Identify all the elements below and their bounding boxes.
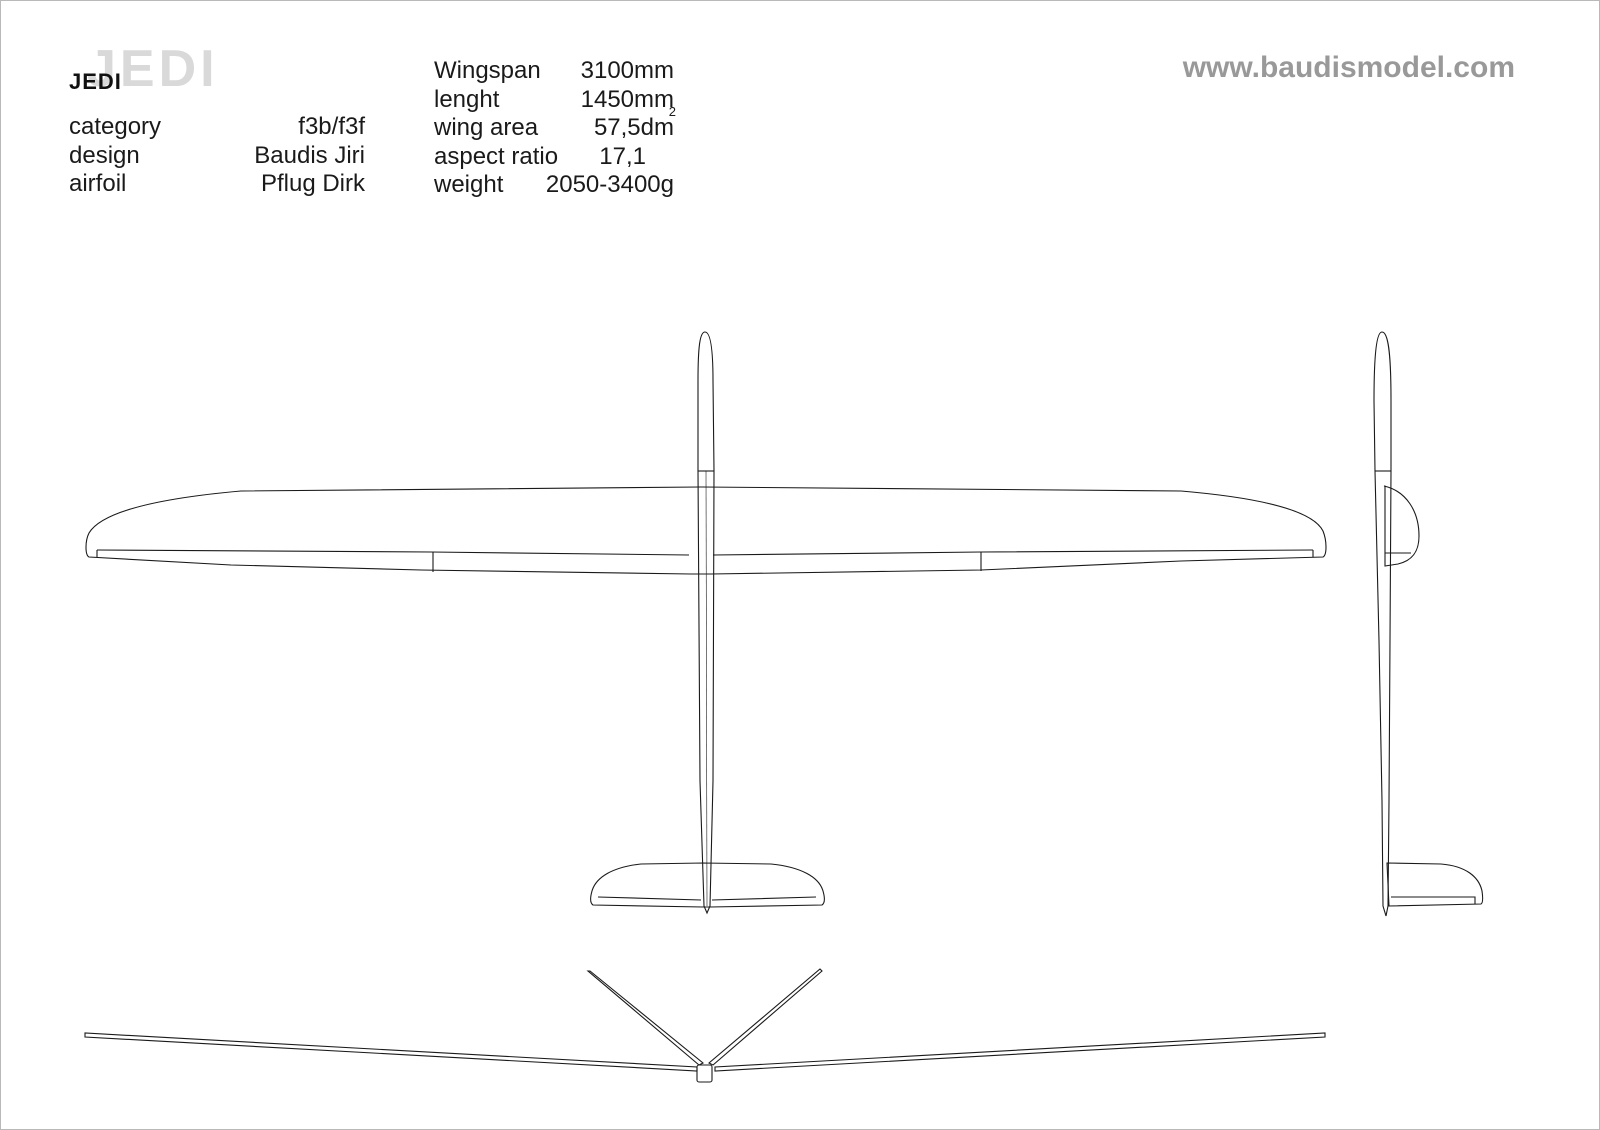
spec-value: 2050-3400g [545, 171, 674, 198]
fuselage-outline [697, 331, 715, 915]
spec-label: Wingspan [434, 57, 541, 84]
spec-row-length: lenght 1450mm [434, 86, 674, 115]
top-view [85, 331, 1327, 915]
model-name: JEDI [69, 69, 122, 94]
spec-label: wing area [434, 114, 539, 141]
spec-table-left: category f3b/f3f design Baudis Jiri airf… [69, 113, 365, 199]
spec-row-aspect-ratio: aspect ratio 17,1 [434, 143, 674, 172]
spec-label: airfoil [69, 170, 127, 197]
fuselage-centerline [705, 470, 708, 907]
spec-row-design: design Baudis Jiri [69, 142, 365, 171]
side-stabilizer-outline [1386, 862, 1484, 907]
logo-watermark: JEDI [87, 40, 219, 98]
spec-row-airfoil: airfoil Pflug Dirk [69, 170, 365, 199]
spec-value: f3b/f3f [298, 113, 365, 140]
spec-label: weight [434, 171, 504, 198]
spec-row-category: category f3b/f3f [69, 113, 365, 142]
spec-value: 57,5dm [593, 114, 674, 141]
front-fuselage [696, 1064, 713, 1083]
spec-value: 17,1 [599, 142, 646, 170]
spec-value: 3100mm [580, 57, 674, 84]
front-view [84, 968, 1326, 1083]
elevator-hinge-line [597, 896, 817, 901]
side-elevator-line [1391, 896, 1476, 904]
spec-label: category [69, 113, 162, 140]
spec-label: lenght [434, 85, 500, 113]
spec-label: aspect ratio [434, 142, 559, 170]
front-vtail-right [708, 968, 823, 1066]
spec-table-right: Wingspan 3100mm lenght 1450mm wing area … [434, 57, 676, 200]
side-fuselage-outline [1373, 331, 1392, 917]
spec-value: 1450mm [580, 85, 674, 113]
website-link[interactable]: www.baudismodel.com [1182, 51, 1515, 84]
superscript: 2 [668, 104, 676, 119]
spec-label: design [69, 141, 140, 169]
front-vtail-left [586, 970, 705, 1066]
spec-row-wing-area: wing area 57,5dm 2 [434, 105, 676, 143]
front-wing-left [84, 1032, 698, 1072]
spec-value: Baudis Jiri [254, 141, 365, 169]
aileron-flap-line [96, 549, 1314, 556]
side-wing-fairing [1383, 485, 1420, 567]
spec-row-weight: weight 2050-3400g [434, 171, 674, 200]
spec-value: Pflug Dirk [260, 170, 365, 197]
side-view [1373, 331, 1484, 917]
stabilizer-outline [590, 862, 825, 908]
front-wing-right [714, 1032, 1326, 1072]
spec-row-wingspan: Wingspan 3100mm [434, 57, 674, 86]
main-wing-outline [85, 486, 1327, 575]
